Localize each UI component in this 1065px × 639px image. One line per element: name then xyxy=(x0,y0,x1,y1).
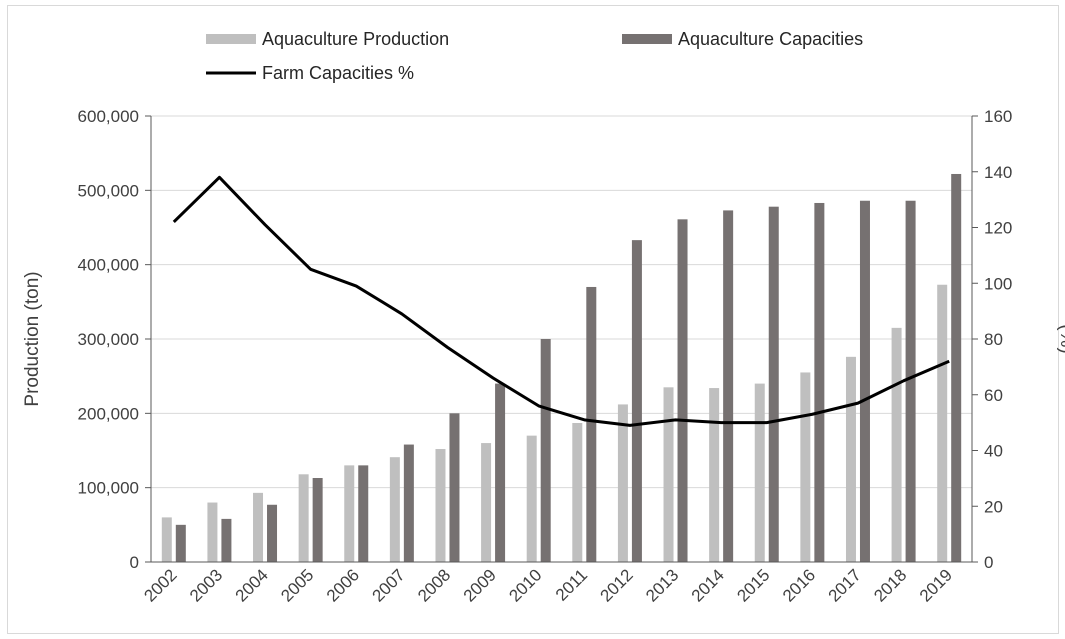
x-tick-label: 2008 xyxy=(414,565,454,605)
bar-production xyxy=(344,465,355,562)
y2-tick-label: 100 xyxy=(984,274,1012,293)
x-tick-label: 2018 xyxy=(870,565,910,605)
bar-capacities xyxy=(631,240,642,563)
bar-production xyxy=(298,474,309,562)
y2-tick-label: 40 xyxy=(984,442,1003,461)
bar-capacities xyxy=(814,202,825,562)
bar-production xyxy=(161,517,172,562)
legend: Aquaculture Production Aquaculture Capaci… xyxy=(206,29,863,83)
bar-production xyxy=(845,356,856,562)
x-tick-label: 2010 xyxy=(505,565,545,605)
y2-tick-label: 60 xyxy=(984,386,1003,405)
bar-capacities xyxy=(905,200,916,563)
y-tick-label: 200,000 xyxy=(78,404,139,423)
bar-production xyxy=(572,422,583,562)
y-tick-label: 100,000 xyxy=(78,479,139,498)
y-tick-label: 400,000 xyxy=(78,256,139,275)
bar-production xyxy=(663,387,674,562)
legend-label: Aquaculture Production xyxy=(262,29,449,49)
y-tick-label: 300,000 xyxy=(78,330,139,349)
x-tick-label: 2003 xyxy=(186,565,226,605)
y-tick-label: 0 xyxy=(130,553,139,572)
bar-capacities xyxy=(403,444,414,562)
bar-capacities xyxy=(540,339,551,562)
x-tick-label: 2017 xyxy=(825,565,865,605)
farm-capacities-line xyxy=(172,175,950,427)
legend-swatch xyxy=(206,34,256,44)
bar-capacities xyxy=(723,210,734,563)
x-tick-label: 2006 xyxy=(323,565,363,605)
legend-label: Farm Capacities % xyxy=(262,63,414,83)
bar-production xyxy=(389,457,400,562)
x-tick-label: 2005 xyxy=(277,565,317,605)
bar-production xyxy=(891,327,902,562)
bar-capacities xyxy=(358,465,369,562)
y2-tick-label: 20 xyxy=(984,497,1003,516)
bar-capacities xyxy=(312,478,323,562)
x-tick-label: 2014 xyxy=(688,565,728,605)
bar-capacities xyxy=(859,200,870,563)
x-tick-label: 2002 xyxy=(140,565,180,605)
bar-production xyxy=(207,502,218,562)
x-tick-label: 2007 xyxy=(369,565,409,605)
chart-frame xyxy=(7,5,1059,634)
y2-tick-label: 160 xyxy=(984,107,1012,126)
x-tick-label: 2011 xyxy=(552,565,591,604)
x-tick-label: 2015 xyxy=(733,565,773,605)
bar-capacities xyxy=(677,219,688,562)
bar-production xyxy=(526,435,537,562)
line-series xyxy=(172,175,950,427)
y2-tick-label: 120 xyxy=(984,219,1012,238)
x-tick-label: 2012 xyxy=(597,565,637,605)
bar-production xyxy=(617,404,628,562)
legend-swatch xyxy=(622,34,672,44)
bar-production xyxy=(253,492,264,562)
bar-production xyxy=(800,372,811,562)
gridlines xyxy=(151,115,972,489)
bar-capacities xyxy=(175,524,186,562)
y-axis-title: Production (ton) xyxy=(22,271,43,406)
bar-capacities xyxy=(495,383,506,562)
x-tick-label: 2016 xyxy=(779,565,819,605)
bar-capacities xyxy=(951,173,962,563)
bar-production xyxy=(481,443,492,562)
y2-tick-label: 0 xyxy=(984,553,993,572)
bar-capacities xyxy=(586,286,597,562)
bar-production xyxy=(435,449,446,562)
y-tick-label: 600,000 xyxy=(78,107,139,126)
bar-production xyxy=(937,284,948,562)
bars xyxy=(161,173,962,563)
x-tick-label: 2004 xyxy=(232,565,272,605)
bar-production xyxy=(709,388,720,562)
legend-label: Aquaculture Capacities xyxy=(678,29,863,49)
bar-capacities xyxy=(449,413,460,562)
bar-production xyxy=(754,383,765,562)
bar-capacities xyxy=(768,206,779,563)
bar-capacities xyxy=(221,518,232,562)
y-tick-label: 500,000 xyxy=(78,181,139,200)
x-tick-label: 2009 xyxy=(460,565,500,605)
y2-axis-title: (%) xyxy=(1056,324,1065,354)
y2-tick-label: 80 xyxy=(984,330,1003,349)
x-tick-label: 2019 xyxy=(916,565,956,605)
x-tick-label: 2013 xyxy=(642,565,682,605)
y2-tick-label: 140 xyxy=(984,163,1012,182)
bar-capacities xyxy=(267,504,278,562)
